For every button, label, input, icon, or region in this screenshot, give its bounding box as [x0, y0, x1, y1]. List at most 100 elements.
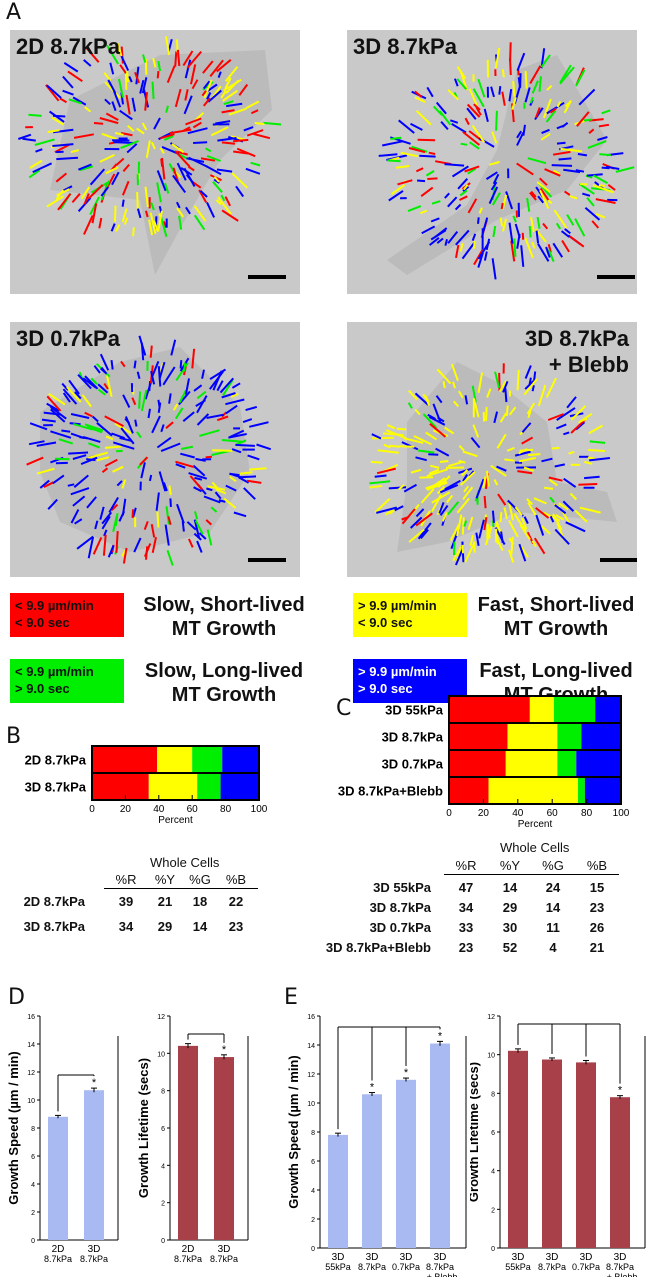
- mt-track: [247, 454, 260, 461]
- scale-bar: [248, 275, 286, 279]
- mt-track: [111, 101, 117, 112]
- table-cell: 11: [546, 920, 560, 935]
- mt-track: [534, 107, 544, 121]
- mt-track: [160, 133, 175, 140]
- panel-label-d: D: [8, 985, 25, 1010]
- bar-segment: [507, 723, 558, 750]
- mt-track: [500, 202, 504, 210]
- mt-track: [514, 450, 531, 457]
- mt-track: [135, 66, 140, 85]
- mt-track: [119, 53, 130, 71]
- mt-track: [551, 446, 560, 450]
- mt-track: [120, 140, 139, 150]
- mt-track: [254, 121, 265, 126]
- mt-track: [81, 394, 92, 408]
- mt-track: [143, 543, 152, 557]
- mt-track: [529, 97, 534, 104]
- mt-track: [61, 382, 69, 391]
- mt-track: [506, 446, 515, 452]
- mt-track: [108, 496, 119, 513]
- mt-track: [455, 229, 470, 246]
- mt-track: [542, 98, 552, 119]
- category-label: 8.7kPa: [358, 1262, 386, 1272]
- mt-track: [67, 70, 83, 83]
- mt-track: [411, 145, 428, 153]
- mt-track: [239, 471, 253, 475]
- mt-track: [378, 153, 398, 157]
- image-label: 2D 8.7kPa: [16, 34, 120, 59]
- mt-track: [533, 497, 547, 505]
- mt-track: [77, 197, 92, 212]
- mt-track: [256, 443, 272, 451]
- mt-track: [174, 150, 191, 168]
- cell-image-3d-0.7kpa: 3D 0.7kPa: [10, 322, 300, 577]
- cell-image-3d-8.7kpa-blebb: 3D 8.7kPa + Blebb: [347, 322, 637, 577]
- mt-track: [211, 481, 221, 492]
- mt-track: [187, 165, 195, 172]
- mt-track: [93, 122, 104, 125]
- mt-track: [554, 463, 566, 468]
- mt-track: [198, 532, 207, 540]
- y-tick-label: 8: [31, 1126, 35, 1133]
- mt-track: [209, 370, 224, 390]
- mt-track: [184, 378, 190, 395]
- mt-track: [32, 162, 53, 174]
- mt-track: [195, 399, 206, 407]
- mt-track: [504, 388, 508, 403]
- mt-track: [113, 90, 122, 108]
- mt-track: [233, 150, 249, 155]
- mt-track: [376, 506, 398, 514]
- mt-track: [410, 122, 423, 131]
- mt-track: [210, 506, 218, 513]
- mt-track: [440, 120, 449, 131]
- table-cell: 21: [157, 894, 173, 909]
- mt-track: [510, 536, 514, 555]
- mt-track: [193, 486, 203, 493]
- mt-track: [493, 411, 499, 424]
- mt-track: [597, 136, 608, 141]
- mt-track: [422, 413, 438, 429]
- bar: [178, 1045, 198, 1240]
- mt-track: [175, 460, 195, 469]
- mt-track: [535, 230, 540, 244]
- microtubule-tracks: [26, 335, 272, 566]
- mt-track: [73, 474, 89, 488]
- mt-track: [54, 144, 70, 154]
- table-cell: 14: [545, 900, 561, 915]
- mt-track: [212, 181, 223, 193]
- legend-swatch-green: < 9.9 µm/min > 9.0 sec: [10, 659, 124, 703]
- mt-track: [588, 128, 595, 134]
- x-tick-label: 0: [89, 804, 95, 815]
- category-label: 8.7kPa: [210, 1254, 238, 1264]
- mt-track: [502, 218, 507, 232]
- mt-track: [106, 375, 113, 397]
- mt-track: [180, 452, 195, 459]
- mt-track: [458, 390, 464, 399]
- mt-track: [410, 516, 423, 529]
- mt-track: [499, 217, 504, 227]
- mt-track: [552, 242, 564, 258]
- mt-track: [115, 224, 121, 232]
- mt-track: [589, 457, 611, 462]
- mt-track: [178, 390, 187, 404]
- mt-track: [460, 471, 476, 486]
- mt-track: [544, 486, 554, 490]
- bar-segment: [449, 696, 530, 723]
- mt-track: [446, 494, 453, 504]
- mt-track: [599, 153, 611, 157]
- table-b: Whole Cells %R %Y %G %B 2D 8.7kPa 39 21 18 22 3D …: [0, 855, 300, 935]
- column-header: %B: [586, 858, 608, 873]
- y-tick-label: 0: [311, 1246, 315, 1253]
- mt-track: [196, 540, 203, 553]
- mt-track: [149, 345, 153, 358]
- mt-track: [77, 374, 92, 390]
- mt-track: [29, 422, 48, 431]
- mt-track: [188, 472, 208, 480]
- mt-track: [178, 215, 183, 230]
- mt-track: [133, 537, 142, 553]
- mt-track: [512, 80, 516, 97]
- mt-track: [103, 529, 108, 537]
- mt-track: [390, 136, 402, 140]
- mt-track: [194, 476, 203, 481]
- mt-track: [231, 172, 249, 189]
